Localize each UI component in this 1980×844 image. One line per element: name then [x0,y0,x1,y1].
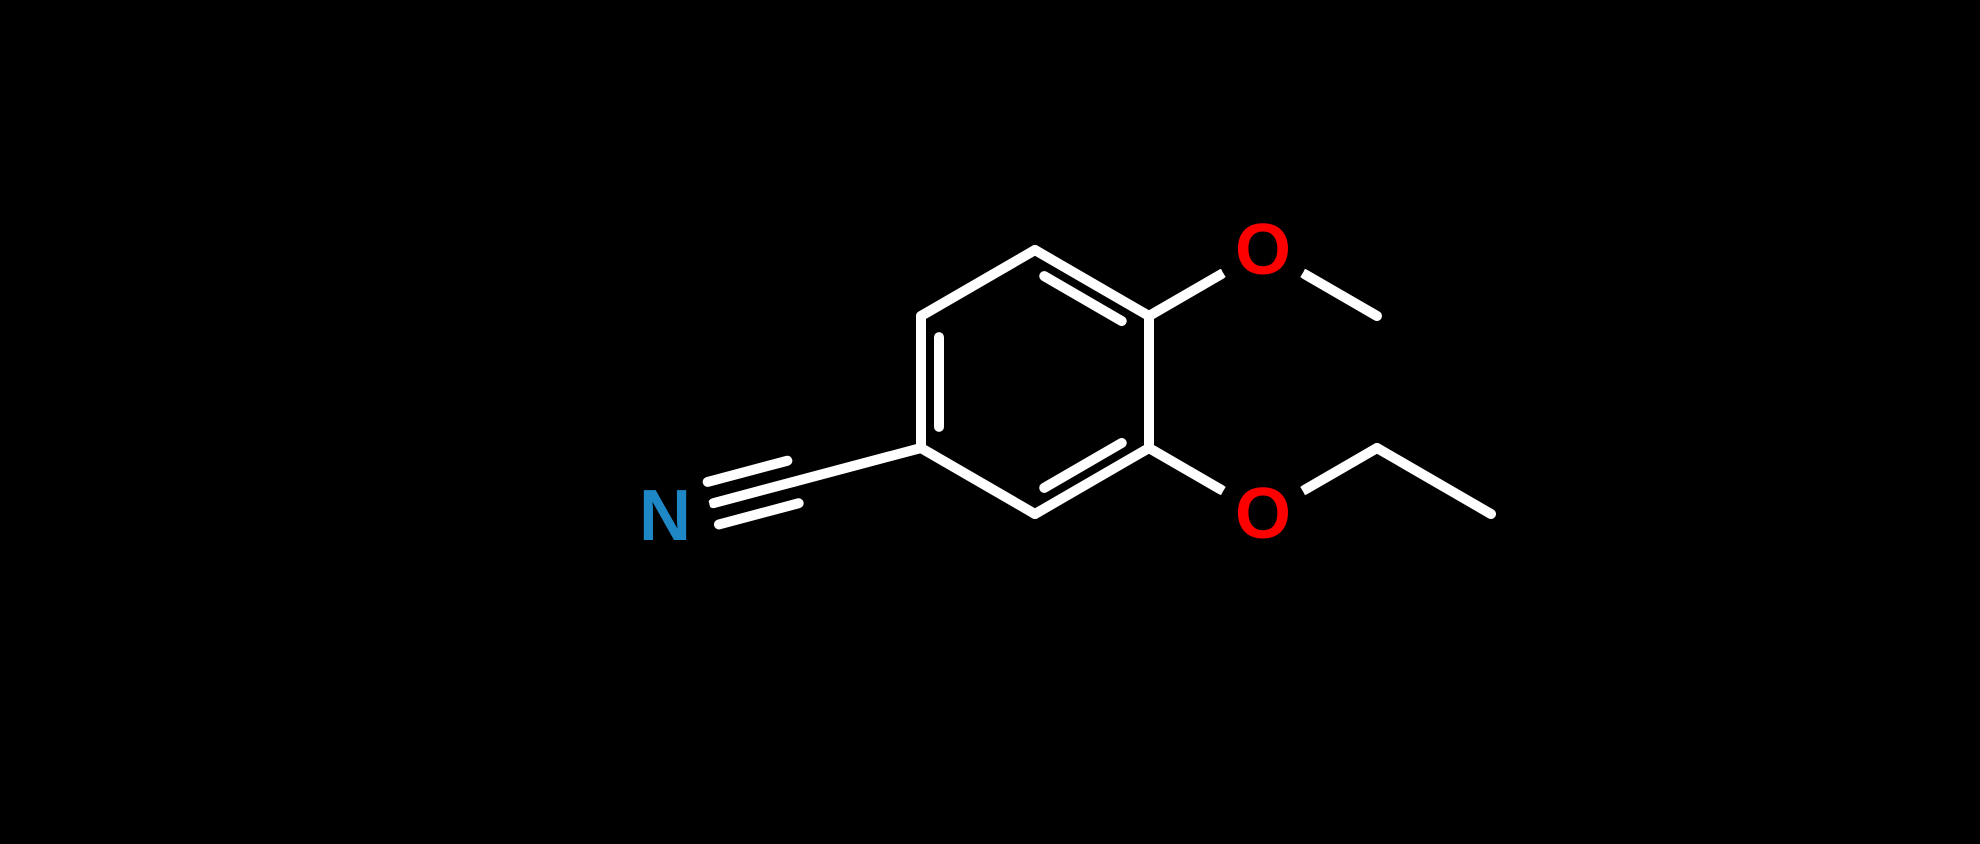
atom-labels-layer: N O O [639,210,1291,556]
bonds-layer [708,250,1491,524]
atom-O-label: O [1235,210,1291,290]
atom-O-label: O [1235,474,1291,554]
atom-N-label: N [639,476,691,556]
atom-halos-layer [619,204,1309,562]
molecule-diagram: N O O [0,0,1980,844]
